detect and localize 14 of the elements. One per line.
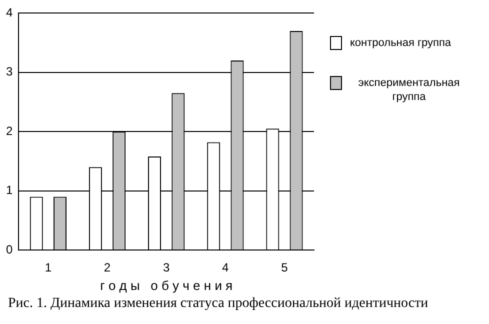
y-tick-label: 3 [6,64,13,79]
y-tick-label: 4 [6,6,13,20]
x-tick-label: 2 [104,260,111,275]
text: Рис. 1. Динамика изменения статуса профессиональной идентичности [7,296,430,312]
legend-label: экспериментальная группа [357,76,461,104]
x-axis-title: г о д ы о б у ч е н и я [100,278,233,293]
x-tick-label: 3 [162,260,170,275]
y-tick-label: 1 [6,183,13,198]
legend-label: контрольная группа [350,36,452,50]
x-tick-label: 1 [44,260,52,275]
x-tick-label: 5 [281,260,288,275]
y-tick-label: 0 [6,242,13,256]
y-tick-label: 2 [6,124,13,138]
x-tick-label: 4 [222,260,230,275]
